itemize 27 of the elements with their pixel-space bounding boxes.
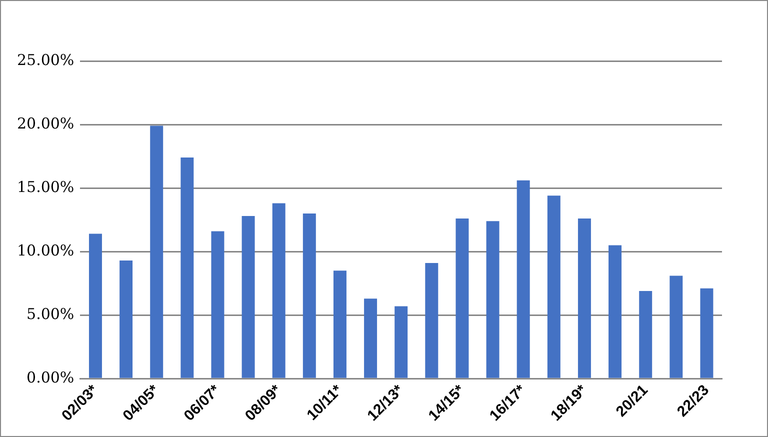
bar [700,288,714,378]
bar [608,245,622,378]
bar [120,260,133,378]
y-tick-label: 5.00% [26,304,74,323]
bar [88,234,102,378]
y-tick-label: 20.00% [16,114,74,132]
bar [486,221,500,378]
bar [180,158,194,378]
bar [425,262,438,378]
bar [272,203,286,378]
bar [578,218,591,378]
y-tick-label: 0.00% [26,368,74,386]
y-tick-label: 15.00% [16,178,74,196]
bar [333,270,346,378]
bar [547,196,560,378]
y-tick-label: 25.00% [16,50,74,69]
bar [670,276,683,378]
bar [211,231,224,378]
bar [639,290,652,378]
bar [456,218,469,378]
bar [394,306,408,378]
bar [242,216,255,378]
bar [302,213,316,378]
y-tick-label: 10.00% [16,241,74,260]
bar [364,298,378,378]
bar [150,126,164,378]
bar [516,180,530,378]
